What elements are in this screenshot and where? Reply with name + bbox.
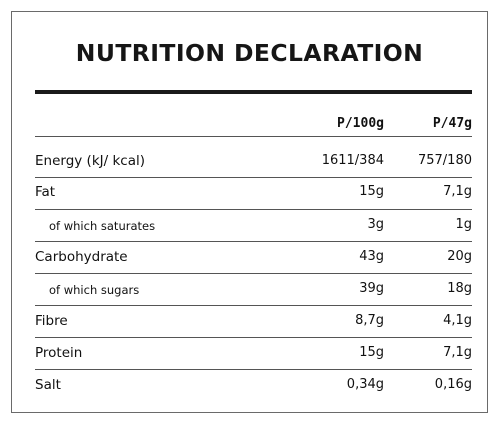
row-divider bbox=[35, 273, 472, 274]
value-per-100g: 15g bbox=[359, 345, 384, 360]
table-row-sugars: of which sugars 39g 18g bbox=[35, 277, 472, 305]
value-per-100g: 39g bbox=[359, 281, 384, 296]
header-per-serving: P/47g bbox=[432, 116, 472, 131]
row-divider bbox=[35, 177, 472, 178]
row-divider bbox=[35, 241, 472, 242]
value-per-serving: 1g bbox=[455, 217, 472, 232]
value-per-serving: 757/180 bbox=[417, 153, 472, 168]
row-divider bbox=[35, 305, 472, 306]
row-label: Fat bbox=[35, 184, 56, 200]
header-divider bbox=[35, 136, 472, 137]
value-per-serving: 4,1g bbox=[443, 313, 472, 328]
value-per-100g: 15g bbox=[359, 184, 384, 199]
row-label: Protein bbox=[35, 345, 83, 361]
row-label: Salt bbox=[35, 377, 61, 393]
table-row-protein: Protein 15g 7,1g bbox=[35, 341, 472, 369]
value-per-100g: 0,34g bbox=[346, 377, 384, 392]
table-row-salt: Salt 0,34g 0,16g bbox=[35, 373, 472, 401]
title-divider bbox=[35, 90, 472, 94]
row-divider bbox=[35, 337, 472, 338]
row-label: Carbohydrate bbox=[35, 249, 128, 265]
value-per-100g: 43g bbox=[359, 249, 384, 264]
row-divider bbox=[35, 369, 472, 370]
table-row-energy: Energy (kJ/ kcal) 1611/384 757/180 bbox=[35, 149, 472, 177]
value-per-100g: 1611/384 bbox=[321, 153, 384, 168]
row-divider bbox=[35, 209, 472, 210]
value-per-100g: 8,7g bbox=[355, 313, 384, 328]
value-per-serving: 7,1g bbox=[443, 184, 472, 199]
value-per-serving: 0,16g bbox=[434, 377, 472, 392]
nutrition-panel: NUTRITION DECLARATION P/100g P/47g Energ… bbox=[11, 11, 488, 413]
value-per-serving: 18g bbox=[447, 281, 472, 296]
value-per-serving: 7,1g bbox=[443, 345, 472, 360]
row-label: of which sugars bbox=[49, 283, 140, 297]
value-per-serving: 20g bbox=[447, 249, 472, 264]
row-label: of which saturates bbox=[49, 219, 156, 233]
header-per-100g: P/100g bbox=[337, 116, 384, 131]
table-row-fibre: Fibre 8,7g 4,1g bbox=[35, 309, 472, 337]
table-row-saturates: of which saturates 3g 1g bbox=[35, 213, 472, 241]
table-row-fat: Fat 15g 7,1g bbox=[35, 180, 472, 208]
table-row-carbohydrate: Carbohydrate 43g 20g bbox=[35, 245, 472, 273]
panel-title: NUTRITION DECLARATION bbox=[75, 39, 424, 67]
value-per-100g: 3g bbox=[367, 217, 384, 232]
row-label: Fibre bbox=[35, 313, 68, 329]
row-label: Energy (kJ/ kcal) bbox=[35, 153, 145, 169]
